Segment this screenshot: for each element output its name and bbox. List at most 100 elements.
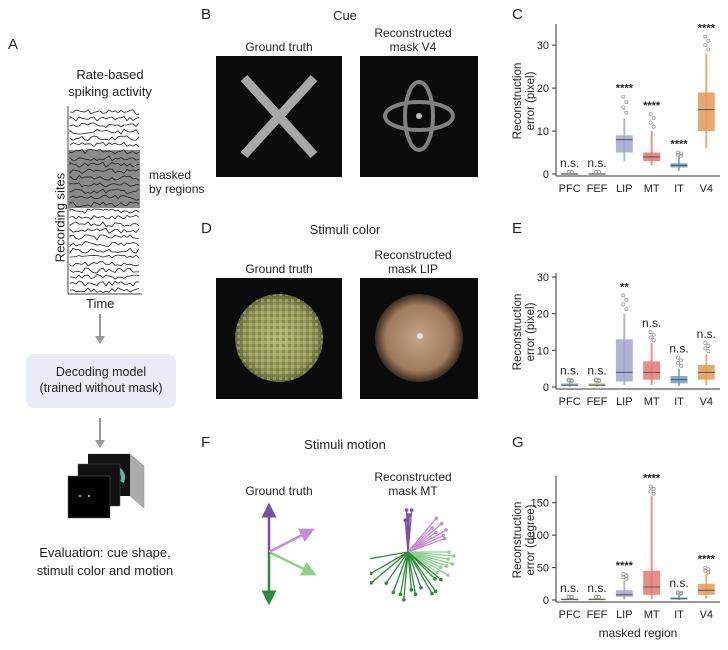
spike-trace — [69, 280, 140, 287]
reconstructed-vector — [407, 551, 442, 581]
reconstructed-vector-head — [447, 550, 451, 554]
x-tick-label: MT — [644, 396, 660, 408]
y-tick-label: 100 — [531, 530, 549, 542]
y-tick-label: 30 — [537, 40, 549, 52]
reconstructed-vector-head — [402, 598, 406, 602]
reconstructed-vector — [392, 551, 409, 593]
outlier-point — [675, 150, 680, 155]
decoding-model-line2: (trained without mask) — [39, 381, 163, 395]
spike-trace — [69, 128, 140, 135]
reconstructed-vector — [407, 551, 453, 565]
panel-letter-d: D — [201, 220, 212, 237]
y-axis-label-line1: Reconstruction — [512, 63, 524, 140]
outlier-point — [678, 358, 683, 363]
significance-label: n.s. — [587, 364, 606, 378]
spike-trace — [69, 182, 139, 188]
reconstructed-vector-head — [434, 516, 439, 521]
spike-trace — [69, 267, 139, 274]
box — [615, 590, 633, 597]
spike-trace — [69, 168, 140, 175]
reconstructed-vector-head — [403, 518, 408, 522]
box — [697, 92, 715, 132]
panel-b-right-label-line1: Reconstructed — [374, 26, 452, 40]
recording-sites-label: Recording sites — [52, 172, 68, 263]
outlier-point — [648, 484, 653, 489]
panel-d-title: Stimuli color — [309, 222, 381, 237]
arrow-down-icon-2 — [95, 418, 105, 448]
cue-ground-truth-image — [216, 56, 342, 177]
outlier-point — [706, 349, 711, 354]
reconstructed-vector — [403, 551, 409, 600]
outlier-point — [703, 43, 708, 48]
spike-trace — [69, 188, 140, 195]
outlier-point — [675, 355, 680, 360]
y-tick-label: 20 — [537, 309, 549, 321]
evaluation-label: Evaluation: cue shape, stimuli color and… — [10, 544, 200, 580]
x-tick-label: LIP — [616, 609, 633, 621]
panel-b-right-label: Reconstructed mask V4 — [350, 26, 476, 54]
outlier-point — [703, 341, 708, 346]
x-tick-label: FEF — [587, 183, 608, 195]
y-axis-label-line1: Reconstruction — [512, 502, 524, 579]
x-tick-label: FEF — [587, 609, 608, 621]
reconstructed-vector-head — [442, 536, 447, 541]
panel-b-left-label: Ground truth — [245, 40, 313, 54]
spike-trace — [69, 274, 140, 280]
outlier-point — [703, 34, 708, 39]
y-tick-label: 0 — [543, 169, 549, 181]
motion-ground-truth-vectors — [261, 502, 317, 606]
time-label: Time — [86, 296, 115, 311]
decoding-model-line1: Decoding model — [55, 365, 147, 379]
outlier-point — [624, 573, 629, 578]
color-ground-truth-image — [216, 278, 342, 399]
reconstructed-vector — [407, 517, 437, 553]
significance-label: **** — [698, 23, 716, 35]
spike-trace — [69, 155, 140, 162]
x-tick-label: PFC — [559, 183, 581, 195]
masked-label: masked by regions — [149, 168, 204, 196]
reconstructed-vector-head — [433, 589, 438, 594]
spike-trace — [69, 122, 140, 128]
reconstructed-vector — [407, 551, 422, 588]
outlier-point — [651, 486, 656, 491]
significance-label: ** — [620, 281, 629, 293]
color-reconstruction-image — [360, 278, 478, 399]
reconstructed-vector-head — [370, 581, 374, 585]
outlier-point — [706, 47, 711, 52]
outlier-point — [594, 377, 599, 382]
evaluation-line1: Evaluation: cue shape, — [39, 545, 171, 560]
outlier-point — [706, 343, 711, 348]
outlier-point — [566, 169, 571, 174]
x-tick-label: V4 — [700, 183, 713, 195]
significance-label: **** — [698, 554, 716, 566]
x-tick-label: MT — [644, 609, 660, 621]
panel-a-title-line2: spiking activity — [68, 84, 152, 99]
x-tick-label: MT — [644, 183, 660, 195]
reconstructed-vector-head — [430, 526, 434, 530]
significance-label: n.s. — [587, 581, 606, 595]
outlier-point — [621, 94, 626, 99]
spiking-activity-plot — [67, 106, 142, 295]
significance-label: **** — [616, 560, 634, 572]
significance-label: n.s. — [669, 342, 688, 356]
reconstructed-vector-head — [384, 581, 389, 585]
significance-label: **** — [670, 139, 688, 151]
reconstructed-vector-head — [398, 592, 403, 597]
reconstructed-vector-head — [446, 573, 450, 577]
spike-trace — [69, 287, 140, 293]
spike-trace — [69, 135, 140, 141]
spike-trace — [69, 194, 140, 201]
outlier-point — [621, 293, 626, 298]
cue-reconstruction-image — [360, 56, 478, 177]
reconstructed-vector — [407, 538, 445, 553]
reconstructed-vector — [407, 551, 433, 594]
y-axis-label: Reconstructionerror (degree) — [512, 502, 537, 579]
masked-label-line1: masked — [149, 168, 192, 182]
significance-label: n.s. — [587, 156, 606, 170]
spike-trace — [69, 254, 140, 259]
reconstructed-vector — [407, 551, 449, 576]
box — [561, 383, 579, 386]
y-axis-label-line2: error (degree) — [525, 504, 537, 575]
masked-label-line2: by regions — [149, 182, 205, 196]
y-tick-label: 50 — [537, 563, 549, 575]
